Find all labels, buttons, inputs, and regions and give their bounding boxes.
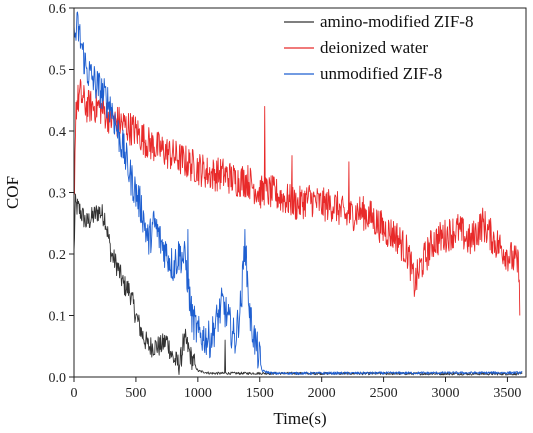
x-tick-label: 2000 [308,386,336,401]
y-tick-label: 0.1 [49,310,67,325]
y-tick-label: 0.6 [49,2,67,17]
series-lines [73,11,523,376]
legend: amino-modified ZIF-8 deionized water unmod… [284,12,473,83]
x-tick-label: 0 [71,386,78,401]
y-axis-title: COF [3,176,22,209]
y-tick-label: 0.2 [49,248,67,263]
x-axis-title: Time(s) [273,409,326,428]
y-tick-label: 0.0 [49,371,67,386]
legend-label: amino-modified ZIF-8 [320,12,473,31]
x-tick-label: 3000 [432,386,460,401]
y-tick-label: 0.5 [49,64,67,79]
legend-label: deionized water [320,38,428,57]
y-tick-label: 0.3 [49,187,67,202]
x-tick-label: 2500 [370,386,398,401]
y-axis: 0.0 0.1 0.2 0.3 0.4 0.5 0.6 [49,2,74,386]
x-axis: 0 500 1000 1500 2000 2500 3000 3500 [71,377,521,401]
series-line-2 [73,79,521,316]
x-tick-label: 1000 [184,386,212,401]
x-tick-label: 3500 [493,386,521,401]
series-line-3 [73,11,523,375]
x-tick-label: 500 [125,386,146,401]
y-tick-label: 0.4 [49,125,67,140]
x-tick-label: 1500 [246,386,274,401]
legend-label: unmodified ZIF-8 [320,64,442,83]
